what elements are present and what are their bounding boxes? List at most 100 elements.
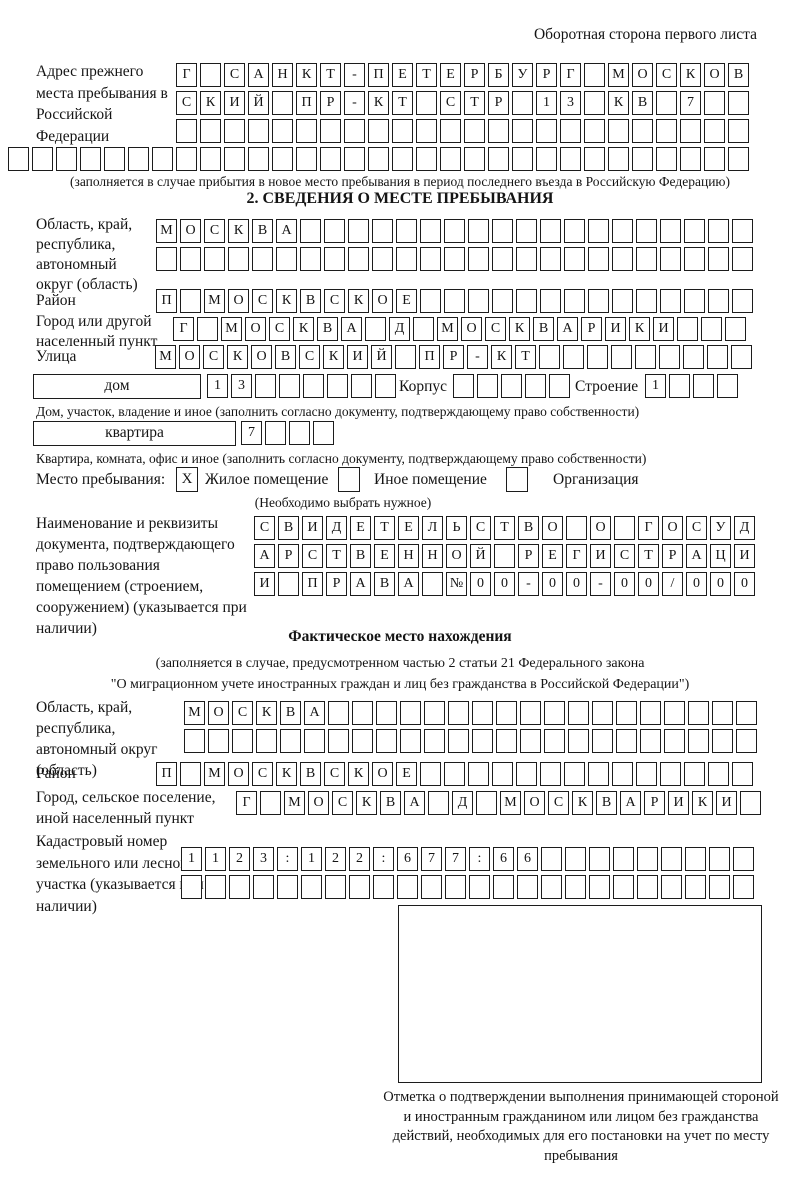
char-cell (320, 147, 341, 171)
char-cell (156, 247, 177, 271)
char-cell: М (608, 63, 629, 87)
char-cell (416, 147, 437, 171)
char-cell: С (332, 791, 353, 815)
char-cell (253, 875, 274, 899)
char-cell (413, 317, 434, 341)
char-cell (632, 147, 653, 171)
char-cell (200, 63, 221, 87)
char-cell: Е (542, 544, 563, 568)
char-cell (300, 247, 321, 271)
char-cell (660, 247, 681, 271)
char-cell (344, 119, 365, 143)
char-cell (352, 729, 373, 753)
stamp-note: Отметка о подтверждении выполнения прини… (383, 1089, 779, 1164)
char-cell: - (590, 572, 611, 596)
char-cell: Ц (710, 544, 731, 568)
char-cell (375, 374, 396, 398)
char-cell: В (317, 317, 338, 341)
char-cell (277, 875, 298, 899)
actual-region-label: Область, край, республика, автономный ок… (36, 699, 158, 779)
char-cell: С (302, 544, 323, 568)
char-cell: Г (236, 791, 257, 815)
char-cell: Н (422, 544, 443, 568)
char-cell (472, 701, 493, 725)
char-cell (717, 374, 738, 398)
char-cell: В (300, 762, 321, 786)
char-cell: К (572, 791, 593, 815)
stroenie-grid: 1 (645, 374, 738, 398)
char-cell: О (590, 516, 611, 540)
char-cell (248, 119, 269, 143)
char-cell: П (156, 762, 177, 786)
char-cell: В (278, 516, 299, 540)
char-cell (568, 729, 589, 753)
char-cell (204, 247, 225, 271)
apartment-box-label: квартира (33, 421, 236, 446)
char-cell: : (469, 847, 490, 871)
char-cell (255, 374, 276, 398)
char-cell (733, 875, 754, 899)
char-cell: Д (452, 791, 473, 815)
char-cell (525, 374, 546, 398)
char-cell (396, 219, 417, 243)
char-cell: К (348, 762, 369, 786)
char-cell (661, 847, 682, 871)
char-cell: Й (248, 91, 269, 115)
char-cell: А (686, 544, 707, 568)
char-cell: К (368, 91, 389, 115)
char-cell (683, 345, 704, 369)
char-cell (656, 147, 677, 171)
char-cell: В (518, 516, 539, 540)
char-cell: М (204, 762, 225, 786)
char-cell: К (608, 91, 629, 115)
char-cell: С (254, 516, 275, 540)
char-cell: : (373, 847, 394, 871)
char-cell: А (398, 572, 419, 596)
char-cell: О (461, 317, 482, 341)
char-cell: - (467, 345, 488, 369)
char-cell: Р (536, 63, 557, 87)
char-cell (564, 762, 585, 786)
char-cell: Т (494, 516, 515, 540)
char-cell (712, 701, 733, 725)
char-cell (494, 544, 515, 568)
char-cell (248, 147, 269, 171)
char-cell (176, 119, 197, 143)
section2-title: 2. СВЕДЕНИЯ О МЕСТЕ ПРЕБЫВАНИЯ (246, 190, 554, 207)
char-cell: 1 (181, 847, 202, 871)
char-cell: В (350, 544, 371, 568)
char-cell (733, 847, 754, 871)
char-cell (520, 729, 541, 753)
char-cell (677, 317, 698, 341)
char-cell (588, 247, 609, 271)
char-cell (276, 247, 297, 271)
char-cell: Ь (446, 516, 467, 540)
char-cell (728, 91, 749, 115)
char-cell: 2 (325, 847, 346, 871)
char-cell (540, 289, 561, 313)
char-cell (540, 762, 561, 786)
char-cell (512, 91, 533, 115)
char-cell: 0 (614, 572, 635, 596)
char-cell (540, 219, 561, 243)
char-cell: Е (398, 516, 419, 540)
char-cell (373, 875, 394, 899)
char-cell: К (256, 701, 277, 725)
char-cell: С (686, 516, 707, 540)
char-cell: К (680, 63, 701, 87)
char-cell (584, 91, 605, 115)
char-cell (661, 875, 682, 899)
char-cell: 0 (638, 572, 659, 596)
char-cell (669, 374, 690, 398)
char-cell (272, 147, 293, 171)
char-cell (232, 729, 253, 753)
char-cell: К (323, 345, 344, 369)
char-cell: С (440, 91, 461, 115)
char-cell (635, 345, 656, 369)
char-cell: 0 (686, 572, 707, 596)
char-cell (376, 729, 397, 753)
